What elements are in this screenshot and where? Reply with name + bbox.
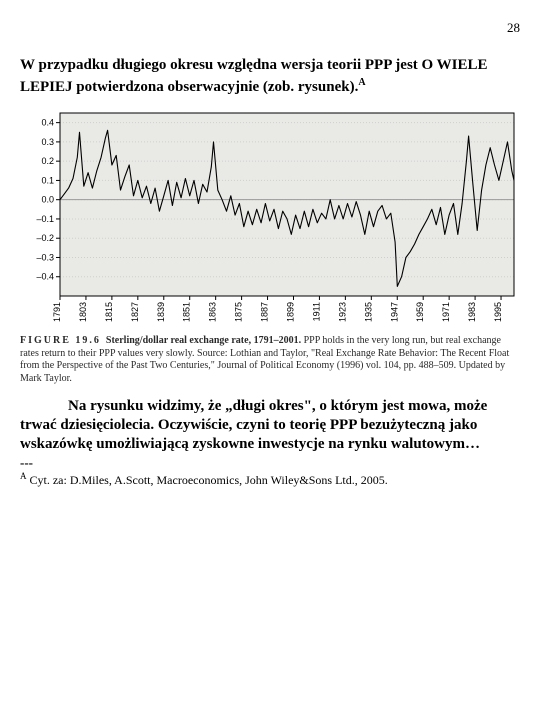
svg-text:0.1: 0.1 xyxy=(41,175,54,185)
svg-text:1791: 1791 xyxy=(52,302,62,322)
figure-title: Sterling/dollar real exchange rate, 1791… xyxy=(106,335,301,346)
svg-text:1995: 1995 xyxy=(493,302,503,322)
svg-text:1827: 1827 xyxy=(130,302,140,322)
footnote-text: Cyt. za: D.Miles, A.Scott, Macroeconomic… xyxy=(27,473,388,487)
svg-text:1983: 1983 xyxy=(467,302,477,322)
svg-text:1923: 1923 xyxy=(337,302,347,322)
svg-text:1935: 1935 xyxy=(363,302,373,322)
svg-text:0.2: 0.2 xyxy=(41,156,54,166)
body-text-content: Na rysunku widzimy, że „długi okres", o … xyxy=(20,398,487,452)
svg-text:1947: 1947 xyxy=(389,302,399,322)
chart-svg: 0.4 0.3 0.2 0.1 0.0 –0.1 –0.2 –0.3 –0.4 1791 1803 1… xyxy=(20,107,520,332)
svg-text:1803: 1803 xyxy=(78,302,88,322)
section-heading: W przypadku długiego okresu względna wer… xyxy=(20,56,520,97)
svg-text:1851: 1851 xyxy=(182,302,192,322)
svg-text:1875: 1875 xyxy=(234,302,244,322)
svg-text:0.0: 0.0 xyxy=(41,195,54,205)
svg-text:1899: 1899 xyxy=(285,302,295,322)
page-number: 28 xyxy=(20,20,520,36)
svg-text:0.4: 0.4 xyxy=(41,118,54,128)
separator: --- xyxy=(20,455,520,471)
svg-text:–0.2: –0.2 xyxy=(36,233,54,243)
svg-text:0.3: 0.3 xyxy=(41,137,54,147)
svg-text:–0.1: –0.1 xyxy=(36,214,54,224)
figure-label: FIGURE 19.6 xyxy=(20,335,101,346)
svg-text:–0.4: –0.4 xyxy=(36,272,54,282)
figure-caption: FIGURE 19.6 Sterling/dollar real exchang… xyxy=(20,335,520,385)
svg-text:1839: 1839 xyxy=(156,302,166,322)
heading-sup: A xyxy=(358,77,365,88)
svg-text:1971: 1971 xyxy=(441,302,451,322)
svg-text:–0.3: –0.3 xyxy=(36,252,54,262)
svg-text:1815: 1815 xyxy=(104,302,114,322)
svg-text:1863: 1863 xyxy=(208,302,218,322)
body-paragraph: Na rysunku widzimy, że „długi okres", o … xyxy=(20,397,520,453)
heading-text: W przypadku długiego okresu względna wer… xyxy=(20,57,488,95)
svg-text:1911: 1911 xyxy=(311,302,321,321)
svg-text:1887: 1887 xyxy=(260,302,270,322)
footnote: A Cyt. za: D.Miles, A.Scott, Macroeconom… xyxy=(20,471,520,489)
exchange-rate-chart: 0.4 0.3 0.2 0.1 0.0 –0.1 –0.2 –0.3 –0.4 1791 1803 1… xyxy=(20,107,520,332)
svg-text:1959: 1959 xyxy=(415,302,425,322)
